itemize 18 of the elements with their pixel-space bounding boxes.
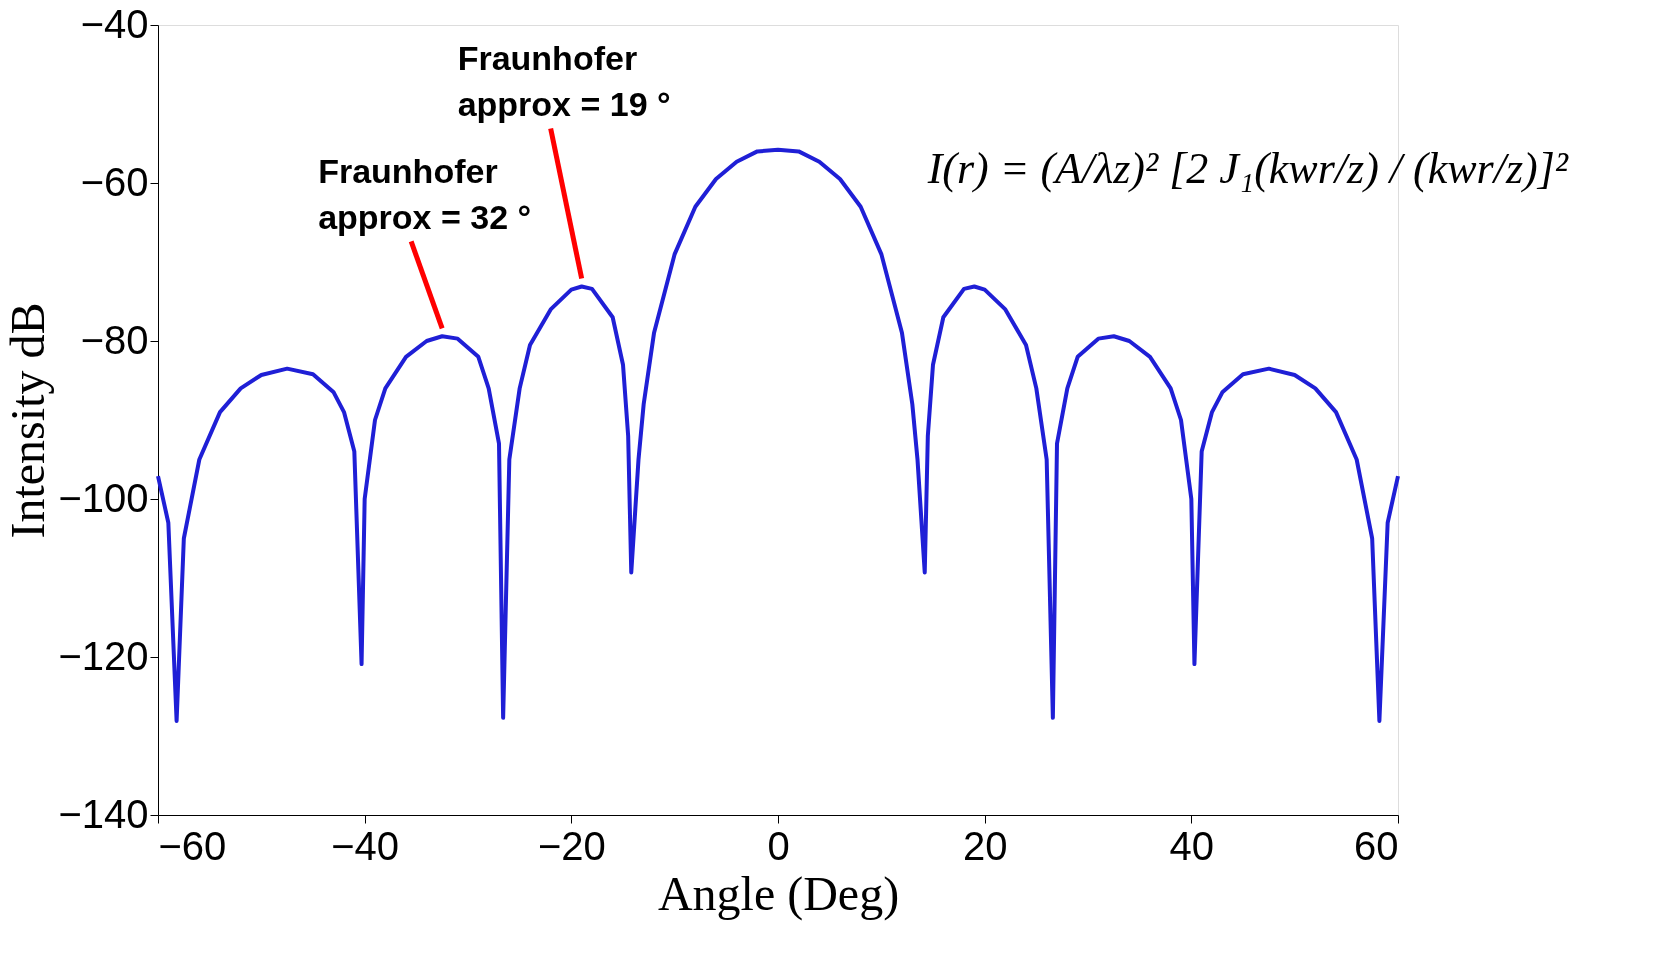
x-tick-label: −60 <box>158 823 227 868</box>
annotation: Fraunhofer approx = 19 ° <box>457 39 671 124</box>
y-tick-label: −60 <box>80 159 149 204</box>
y-tick-label: −40 <box>80 1 149 46</box>
x-tick-label: 60 <box>1354 823 1399 868</box>
annotation: Fraunhofer approx = 32 ° <box>318 152 532 237</box>
y-axis-title: Intensity dB <box>1 302 55 539</box>
y-tick-label: −80 <box>80 317 149 362</box>
x-tick-label: −20 <box>537 823 606 868</box>
annotation: I(r) = (A/λz)² [2 J₁(kwr/z) / (kwr/z)]² <box>926 144 1569 193</box>
x-axis-title: Angle (Deg) <box>657 866 900 921</box>
x-tick-label: 40 <box>1169 823 1215 868</box>
y-tick-label: −100 <box>58 475 149 520</box>
x-tick-label: 20 <box>962 823 1008 868</box>
x-tick-label: 0 <box>767 823 790 868</box>
x-tick-label: −40 <box>331 823 400 868</box>
y-tick-label: −140 <box>58 791 149 836</box>
y-tick-label: −120 <box>58 633 149 678</box>
